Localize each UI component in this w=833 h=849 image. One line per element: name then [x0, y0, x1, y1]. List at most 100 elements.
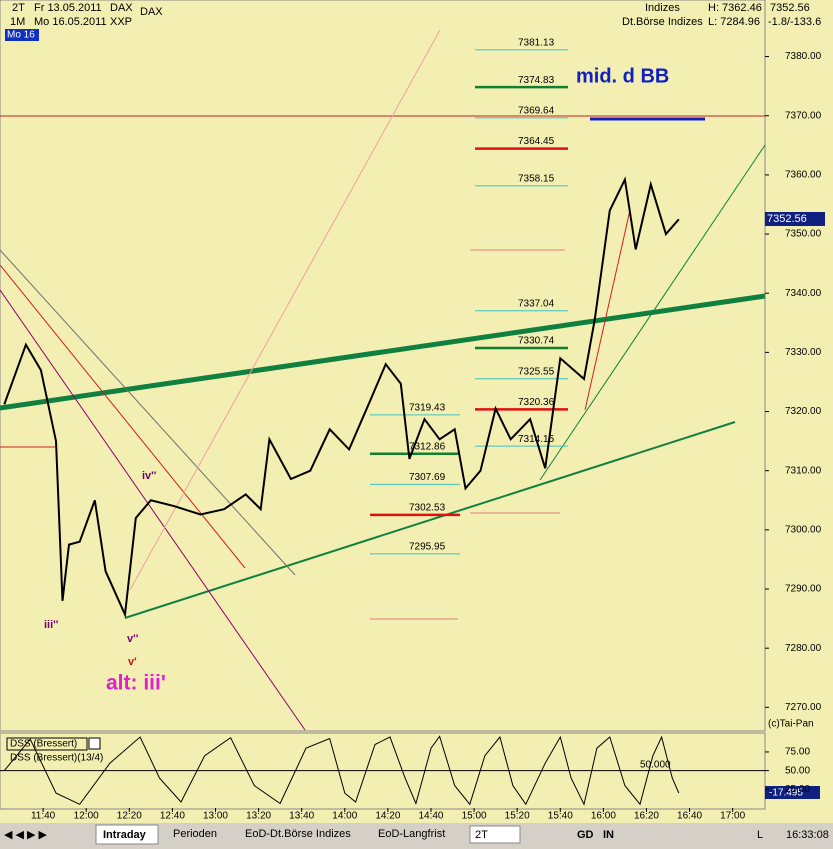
tab-active[interactable]: [95, 824, 159, 845]
exchange: XXP: [110, 16, 132, 28]
last: 7352.56: [770, 2, 810, 14]
high: H: 7362.46: [708, 2, 762, 14]
annotation: v': [128, 656, 137, 668]
x-tick-label: 16:20: [634, 811, 659, 822]
x-tick-label: 15:00: [462, 811, 487, 822]
period-select-text[interactable]: 2T: [475, 829, 488, 841]
name: DAX: [140, 6, 163, 18]
x-tick-label: 11:40: [31, 811, 56, 822]
y-tick-label: 50.00: [785, 765, 810, 776]
level-label: 7337.04: [518, 298, 555, 309]
day-tag-bg: [5, 29, 39, 41]
x-tick-label: 12:40: [160, 811, 185, 822]
nav-icons[interactable]: ◀ ◀ ▶ ▶: [4, 829, 48, 841]
annotation: v'': [127, 633, 139, 645]
y-tick-label: 7290.00: [785, 584, 822, 595]
annotation: alt: iii': [106, 672, 166, 695]
indicator-level: 50.000: [640, 760, 671, 771]
indicator-subtitle: DSS (Bressert)(13/4): [10, 753, 103, 764]
add-button[interactable]: [88, 737, 101, 750]
symbol: DAX: [110, 2, 133, 14]
y-tick-label: 7360.00: [785, 170, 822, 181]
x-tick-label: 12:00: [74, 811, 99, 822]
trendline: [0, 289, 306, 731]
copyright: (c)Tai-Pan: [768, 719, 814, 730]
y-tick-label: 7350.00: [785, 229, 822, 240]
trendline: [129, 29, 441, 591]
level-label: 7358.15: [518, 173, 555, 184]
y-tick-label: 7280.00: [785, 643, 822, 654]
x-tick-label: 15:20: [505, 811, 530, 822]
x-tick-label: 17:00: [720, 811, 745, 822]
period: 2T: [12, 2, 25, 14]
level-label: 7364.45: [518, 136, 555, 147]
tool-button[interactable]: GD: [577, 829, 594, 841]
y-tick-label: 25.00: [785, 784, 810, 795]
level-label: 7381.13: [518, 38, 555, 49]
indicator-box[interactable]: [6, 737, 88, 751]
level-label: 7319.43: [409, 403, 446, 414]
indicator-title: DSS (Bressert): [10, 739, 77, 750]
y-tick-label: 7380.00: [785, 51, 822, 62]
trendline: [124, 421, 736, 619]
x-tick-label: 16:00: [591, 811, 616, 822]
annotation: iii'': [44, 619, 59, 631]
tab[interactable]: Perioden: [173, 828, 217, 840]
tab[interactable]: EoD-Langfrist: [378, 828, 445, 840]
indicator-last: -17.495: [769, 788, 803, 799]
trendline: [584, 209, 631, 411]
group: Indizes: [645, 2, 680, 14]
market: Dt.Börse Indizes: [622, 16, 703, 28]
level-label: 7325.55: [518, 366, 555, 377]
x-tick-label: 14:40: [418, 811, 443, 822]
level-label: 7295.95: [409, 541, 446, 552]
y-tick-label: 7270.00: [785, 702, 822, 713]
last-price-bg: [765, 212, 825, 226]
price-line: [3, 735, 680, 806]
price-line: [3, 176, 680, 619]
x-tick-label: 14:00: [332, 811, 357, 822]
tool-button[interactable]: L: [757, 829, 763, 841]
change: -1.8/-133.6: [768, 16, 821, 28]
level-label: 7307.69: [409, 472, 446, 483]
x-tick-label: 13:20: [246, 811, 271, 822]
level-label: 7312.86: [409, 441, 446, 452]
y-tick-label: 7310.00: [785, 465, 822, 476]
x-tick-label: 16:40: [677, 811, 702, 822]
low: L: 7284.96: [708, 16, 760, 28]
level-label: 7302.53: [409, 503, 446, 514]
y-tick-label: 7320.00: [785, 406, 822, 417]
x-tick-label: 14:20: [375, 811, 400, 822]
y-tick-label: 7330.00: [785, 347, 822, 358]
x-tick-label: 12:20: [117, 811, 142, 822]
x-tick-label: 13:40: [289, 811, 314, 822]
clock: 16:33:08: [786, 829, 829, 841]
trendline: [0, 249, 296, 576]
trendline: [539, 144, 766, 481]
level-label: 7330.74: [518, 336, 555, 347]
annotation: mid. d BB: [576, 65, 669, 87]
period-select[interactable]: [469, 825, 521, 844]
x-tick-label: 15:40: [548, 811, 573, 822]
level-label: 7369.64: [518, 106, 555, 117]
y-tick-label: 7340.00: [785, 288, 822, 299]
tab[interactable]: Intraday: [103, 829, 147, 841]
level-label: 7320.36: [518, 397, 555, 408]
last-price: 7352.56: [767, 213, 807, 225]
level-label: 7374.83: [518, 75, 555, 86]
y-tick-label: 75.00: [785, 747, 810, 758]
y-tick-label: 7300.00: [785, 524, 822, 535]
annotation: iv'': [142, 470, 157, 482]
chart-area: [0, 0, 766, 732]
y-tick-label: 7370.00: [785, 110, 822, 121]
trendline: [0, 293, 766, 411]
date-to: Mo 16.05.2011: [34, 16, 107, 28]
trendline: [0, 264, 246, 569]
x-tick-label: 13:00: [203, 811, 228, 822]
interval: 1M: [10, 16, 25, 28]
indicator-last-bg: [765, 786, 820, 799]
tool-button[interactable]: IN: [603, 829, 614, 841]
tab[interactable]: EoD-Dt.Börse Indizes: [245, 828, 351, 840]
date-from: Fr 13.05.2011: [34, 2, 102, 14]
